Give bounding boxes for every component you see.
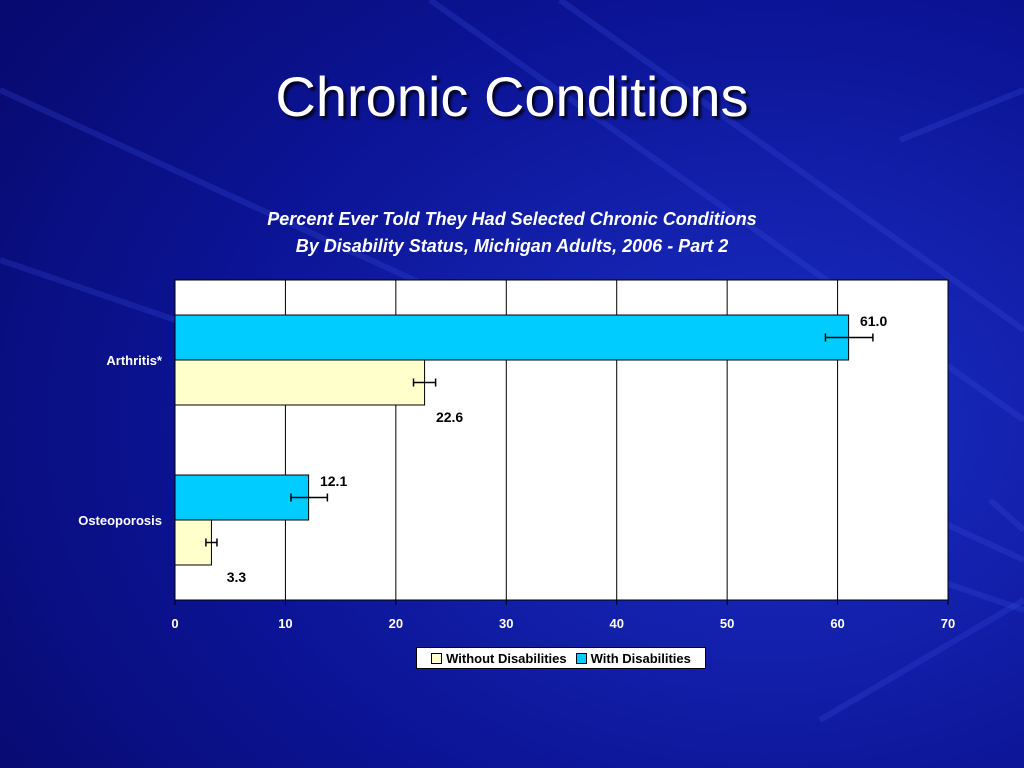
- data-label-arthritis-with-disabilities: 61.0: [860, 313, 887, 329]
- bar-arthritis-with-disabilities: [174, 314, 850, 361]
- x-tick-label: 70: [941, 616, 955, 631]
- x-tick-label: 10: [278, 616, 292, 631]
- x-tick-label: 30: [499, 616, 513, 631]
- x-tick-label: 50: [720, 616, 734, 631]
- category-label-osteoporosis: Osteoporosis: [78, 513, 162, 528]
- bar-osteoporosis-with-disabilities: [174, 474, 310, 521]
- data-label-arthritis-without-disabilities: 22.6: [436, 409, 463, 425]
- data-label-osteoporosis-without-disabilities: 3.3: [227, 569, 247, 585]
- x-tick-label: 0: [171, 616, 178, 631]
- chart-title: Percent Ever Told They Had Selected Chro…: [0, 206, 1024, 260]
- slide-title: Chronic Conditions: [275, 65, 749, 128]
- chart-title-line-1: Percent Ever Told They Had Selected Chro…: [267, 209, 757, 229]
- category-label-arthritis: Arthritis*: [106, 353, 163, 368]
- legend-label-with-disabilities: With Disabilities: [590, 650, 691, 666]
- legend-item-with-disabilities: With Disabilities: [575, 650, 691, 666]
- legend-swatch-without-disabilities: [431, 652, 443, 664]
- chart-title-line-2: By Disability Status, Michigan Adults, 2…: [295, 236, 729, 256]
- chart-legend: Without Disabilities With Disabilities: [416, 647, 706, 669]
- legend-swatch-with-disabilities: [575, 652, 587, 664]
- bar-arthritis-without-disabilities: [174, 359, 426, 406]
- x-tick-label: 20: [389, 616, 403, 631]
- legend-label-without-disabilities: Without Disabilities: [446, 650, 567, 666]
- x-tick-label: 40: [609, 616, 623, 631]
- x-tick-label: 60: [830, 616, 844, 631]
- legend-item-without-disabilities: Without Disabilities: [431, 651, 567, 666]
- data-label-osteoporosis-with-disabilities: 12.1: [320, 473, 347, 489]
